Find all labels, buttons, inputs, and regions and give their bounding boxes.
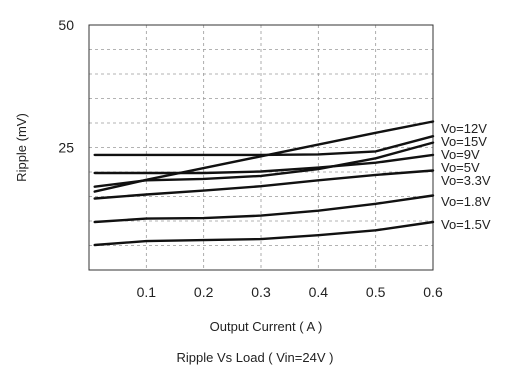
plot-area xyxy=(88,24,434,271)
series-line-vo-1-5v xyxy=(93,220,435,247)
legend-label: Vo=1.8V xyxy=(441,194,491,209)
axis-ticks: 0.1 0.2 0.3 0.4 0.5 0.6 25 50 xyxy=(58,17,443,300)
series-line-vo-15v xyxy=(93,134,435,157)
legend-label: Vo=15V xyxy=(441,134,487,149)
y-tick-label: 50 xyxy=(58,17,74,33)
series-line-vo-3-3v xyxy=(93,169,435,200)
chart-caption: Ripple Vs Load ( Vin=24V ) xyxy=(177,350,334,365)
x-tick-label: 0.5 xyxy=(366,284,386,300)
legend-label: Vo=12V xyxy=(441,121,487,136)
x-tick-label: 0.3 xyxy=(251,284,271,300)
series-line-vo-9v xyxy=(93,141,435,188)
grid-lines xyxy=(89,25,433,270)
series-line-vo-5v xyxy=(93,153,435,175)
series-line-vo-1-8v xyxy=(93,194,435,224)
x-tick-label: 0.6 xyxy=(423,284,443,300)
series-lines xyxy=(93,120,435,247)
x-axis-title: Output Current ( A ) xyxy=(210,319,323,334)
y-axis-title: Ripple (mV) xyxy=(14,113,29,182)
y-tick-label: 25 xyxy=(58,140,74,156)
x-tick-label: 0.2 xyxy=(194,284,214,300)
legend-label: Vo=5V xyxy=(441,160,480,175)
legend-label: Vo=3.3V xyxy=(441,173,491,188)
legend-label: Vo=1.5V xyxy=(441,217,491,232)
x-tick-label: 0.4 xyxy=(309,284,329,300)
x-tick-label: 0.1 xyxy=(137,284,157,300)
legend-label: Vo=9V xyxy=(441,147,480,162)
